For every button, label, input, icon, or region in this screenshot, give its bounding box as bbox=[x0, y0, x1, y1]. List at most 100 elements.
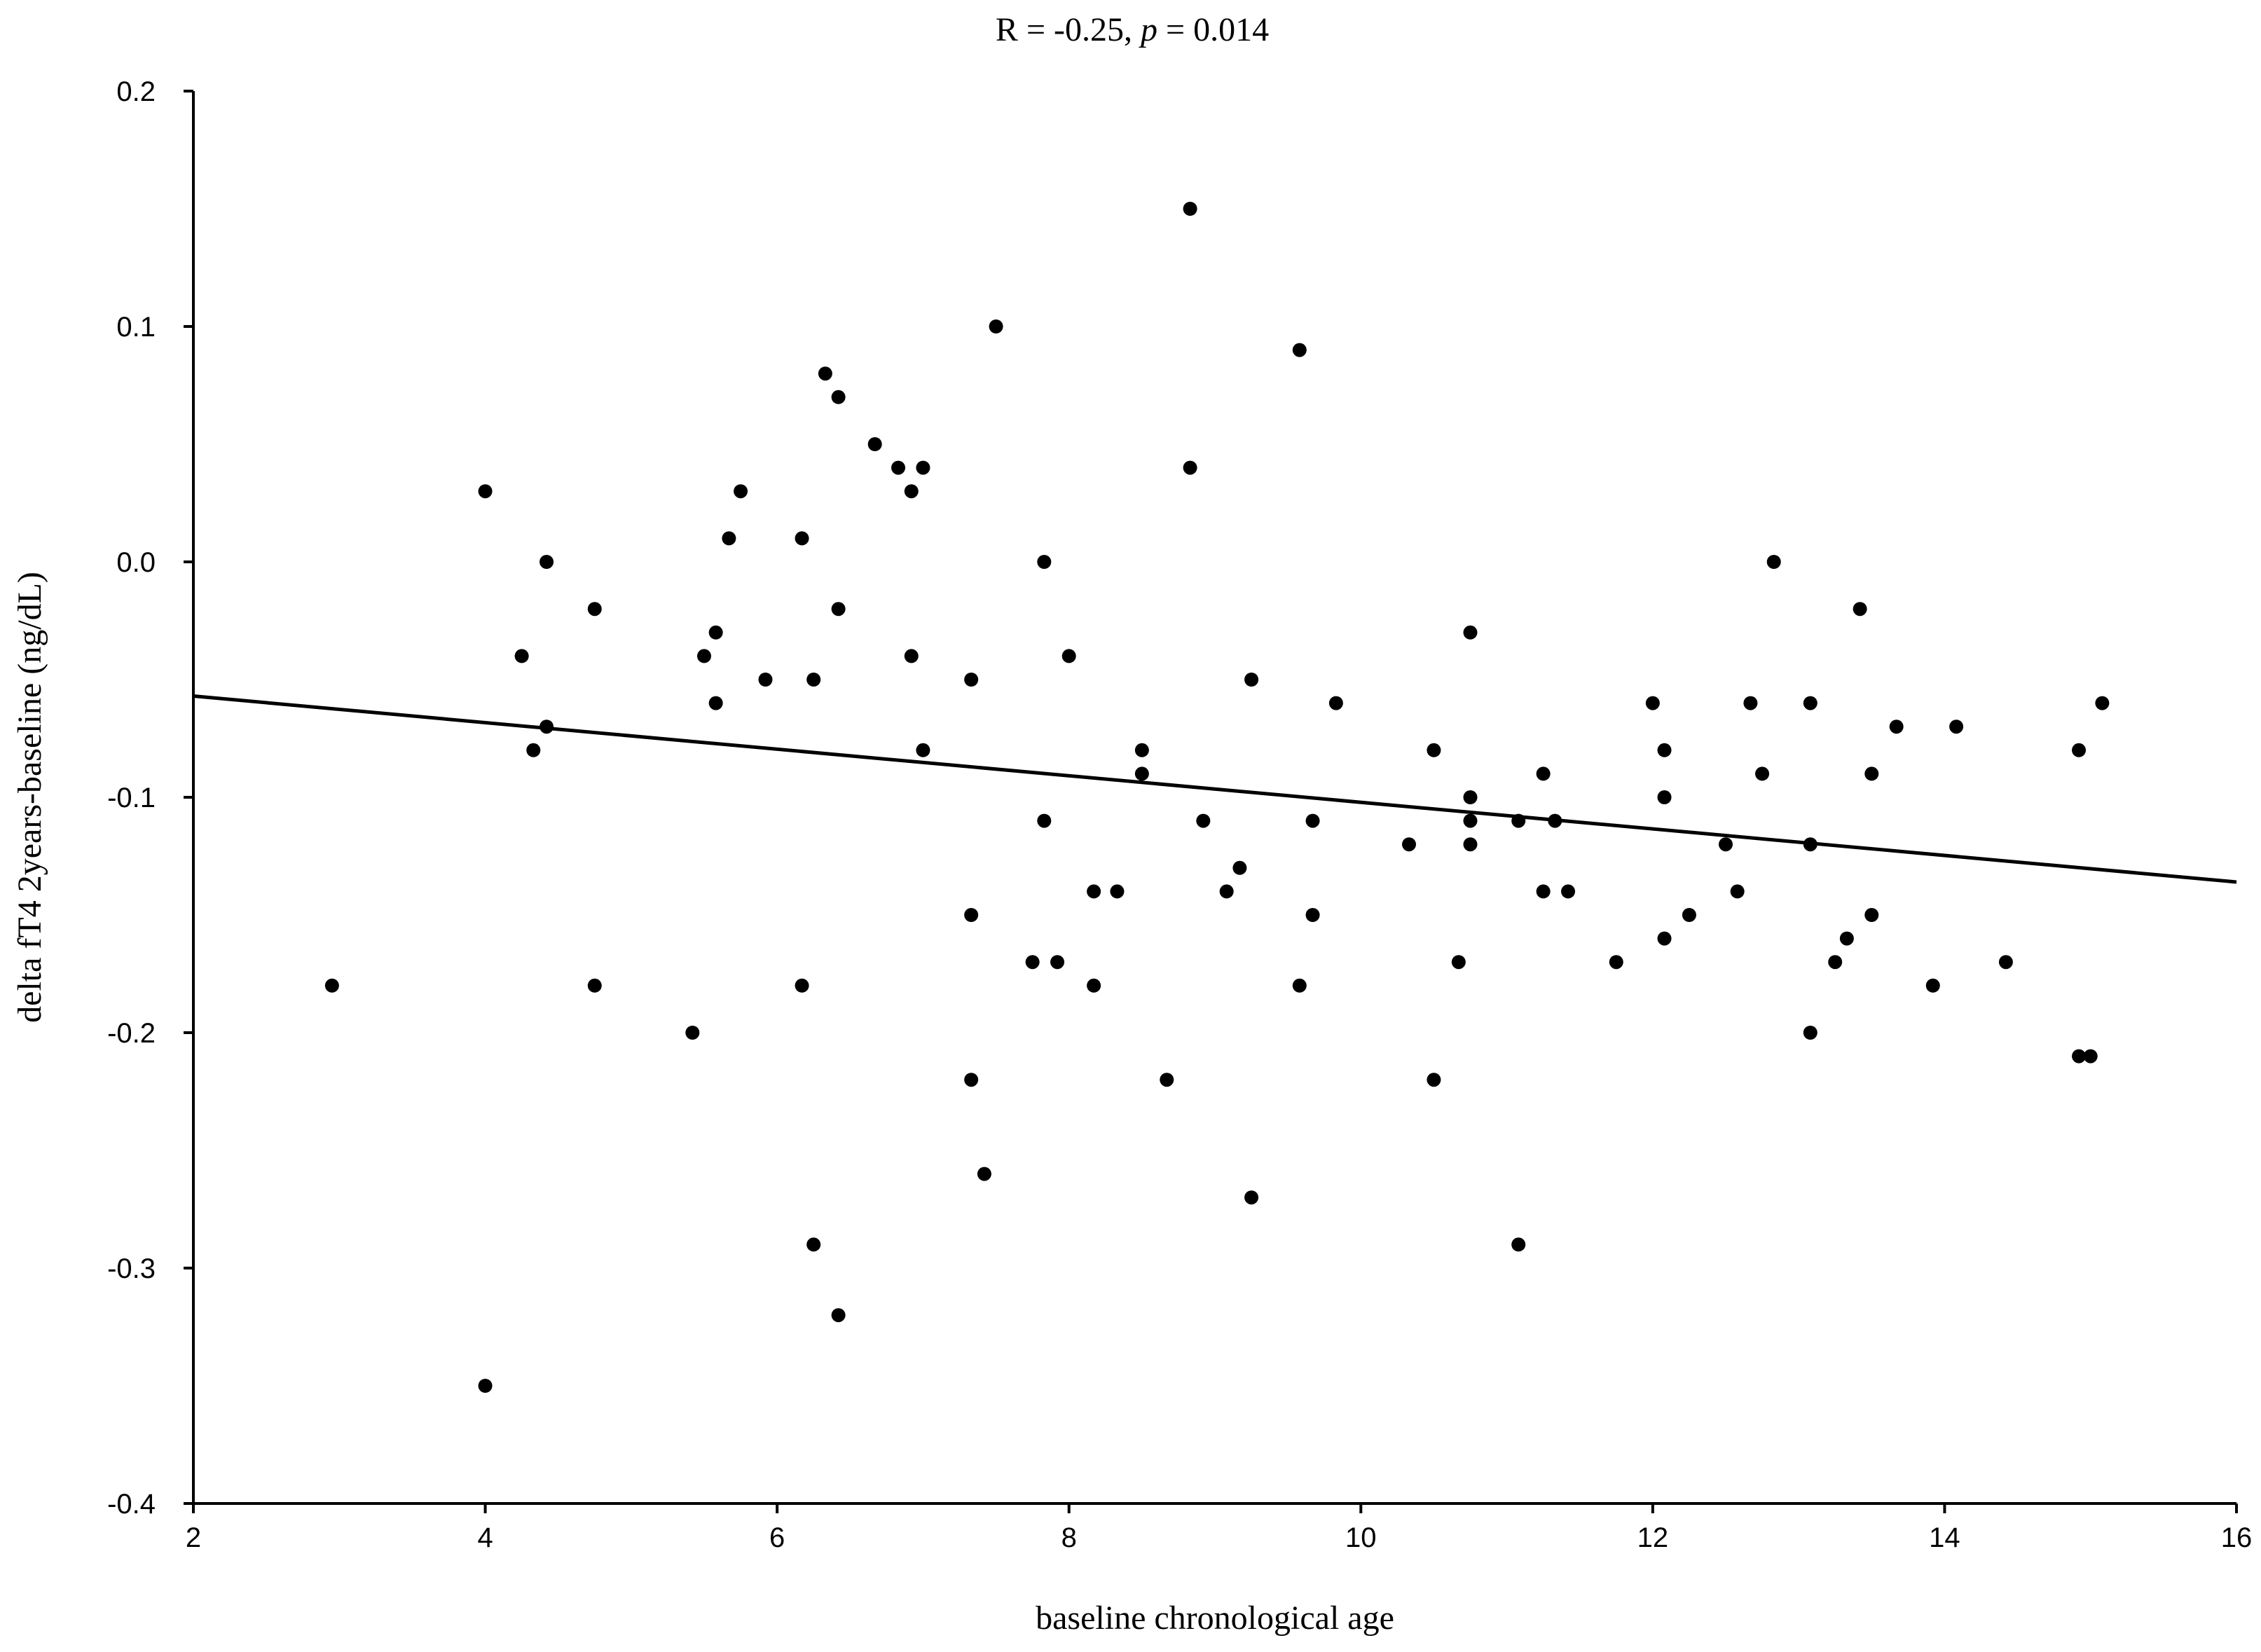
x-axis-label: baseline chronological age bbox=[1036, 1599, 1394, 1637]
data-point bbox=[478, 484, 493, 499]
chart-title: R = -0.25, p = 0.014 bbox=[996, 11, 1269, 48]
data-point bbox=[1803, 837, 1817, 852]
data-point bbox=[1183, 460, 1197, 475]
x-tick-label: 6 bbox=[769, 1522, 785, 1553]
data-point bbox=[587, 978, 602, 993]
data-point bbox=[1463, 813, 1478, 828]
data-point bbox=[1025, 955, 1040, 970]
x-axis-ticks: 2 4 6 8 10 12 14 16 bbox=[186, 1503, 2252, 1553]
data-point bbox=[1864, 766, 1879, 781]
data-point bbox=[1087, 884, 1101, 899]
data-point bbox=[514, 649, 529, 663]
data-point bbox=[818, 366, 832, 381]
data-point bbox=[1305, 813, 1320, 828]
data-point bbox=[989, 319, 1003, 333]
data-point bbox=[1463, 790, 1478, 804]
data-point bbox=[685, 1026, 700, 1040]
x-tick-label: 14 bbox=[1929, 1522, 1960, 1553]
data-point bbox=[1050, 955, 1065, 970]
data-point bbox=[1803, 696, 1817, 710]
data-point bbox=[2095, 696, 2110, 710]
data-point bbox=[1803, 1026, 1817, 1040]
data-point bbox=[1463, 625, 1478, 640]
chart-title-stats: R = -0.25, bbox=[996, 11, 1141, 48]
y-tick-label: -0.2 bbox=[107, 1018, 156, 1049]
data-point bbox=[758, 673, 773, 687]
data-point bbox=[734, 484, 748, 499]
data-point bbox=[964, 1073, 979, 1087]
data-point bbox=[1609, 955, 1623, 970]
chart-title-p-value: = 0.014 bbox=[1157, 11, 1269, 48]
y-tick-label: -0.4 bbox=[107, 1489, 156, 1520]
data-point bbox=[1061, 649, 1076, 663]
data-point bbox=[1037, 555, 1052, 569]
data-point bbox=[1719, 837, 1733, 852]
chart-title-p: p bbox=[1139, 11, 1157, 48]
data-point bbox=[1305, 908, 1320, 922]
data-point bbox=[1925, 978, 1940, 993]
data-point bbox=[916, 460, 930, 475]
data-point bbox=[1160, 1073, 1174, 1087]
data-point bbox=[1244, 1190, 1259, 1205]
data-point bbox=[1949, 720, 1964, 734]
y-axis-label: delta fT4 2years-baseline (ng/dL) bbox=[11, 572, 48, 1023]
data-point bbox=[1755, 766, 1770, 781]
data-point bbox=[587, 602, 602, 617]
data-point bbox=[1183, 202, 1197, 216]
regression-line bbox=[193, 694, 2237, 884]
data-point bbox=[1292, 978, 1307, 993]
y-tick-label: 0.2 bbox=[116, 76, 156, 107]
data-point bbox=[904, 484, 919, 499]
data-point bbox=[904, 649, 919, 663]
data-point bbox=[1451, 955, 1466, 970]
data-point bbox=[540, 555, 554, 569]
data-point bbox=[1536, 884, 1551, 899]
data-point bbox=[526, 743, 541, 757]
y-tick-label: -0.1 bbox=[107, 783, 156, 813]
data-point bbox=[1536, 766, 1551, 781]
data-point bbox=[722, 531, 736, 546]
x-tick-label: 16 bbox=[2221, 1522, 2253, 1553]
data-point bbox=[806, 1237, 821, 1252]
data-points bbox=[324, 202, 2110, 1393]
data-point bbox=[1087, 978, 1101, 993]
data-point bbox=[1864, 908, 1879, 922]
data-point bbox=[916, 743, 930, 757]
data-point bbox=[1427, 1073, 1441, 1087]
data-point bbox=[1657, 931, 1672, 946]
data-point bbox=[831, 1308, 846, 1323]
x-tick-label: 10 bbox=[1345, 1522, 1377, 1553]
data-point bbox=[1511, 1237, 1526, 1252]
data-point bbox=[1196, 813, 1211, 828]
data-point bbox=[831, 602, 846, 617]
x-tick-label: 2 bbox=[186, 1522, 201, 1553]
data-point bbox=[977, 1166, 991, 1181]
data-point bbox=[891, 460, 906, 475]
data-point bbox=[1328, 696, 1343, 710]
data-point bbox=[964, 908, 979, 922]
data-point bbox=[324, 978, 339, 993]
data-point bbox=[1561, 884, 1576, 899]
x-tick-label: 8 bbox=[1061, 1522, 1077, 1553]
data-point bbox=[867, 437, 882, 451]
data-point bbox=[708, 625, 723, 640]
data-point bbox=[1427, 743, 1441, 757]
y-tick-label: 0.0 bbox=[116, 547, 156, 578]
data-point bbox=[1244, 673, 1259, 687]
data-point bbox=[795, 531, 809, 546]
data-point bbox=[795, 978, 809, 993]
data-point bbox=[964, 673, 979, 687]
data-point bbox=[1766, 555, 1781, 569]
data-point bbox=[1292, 343, 1307, 357]
data-point bbox=[1110, 884, 1125, 899]
y-axis-ticks: 0.2 0.1 0.0 -0.1 -0.2 -0.3 -0.4 bbox=[107, 76, 193, 1520]
data-point bbox=[1134, 766, 1149, 781]
data-point bbox=[1402, 837, 1417, 852]
data-point bbox=[2072, 1049, 2087, 1064]
data-point bbox=[1828, 955, 1843, 970]
data-point bbox=[1232, 860, 1247, 875]
data-point bbox=[1839, 931, 1854, 946]
data-point bbox=[1134, 743, 1149, 757]
data-point bbox=[1645, 696, 1660, 710]
data-point bbox=[2083, 1049, 2098, 1064]
